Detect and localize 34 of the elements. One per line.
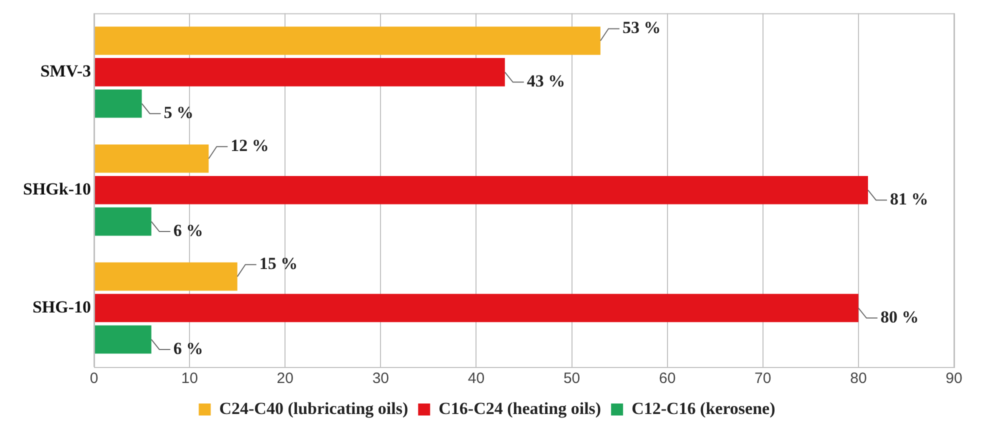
- legend-label: C16-C24 (heating oils): [438, 398, 602, 418]
- x-tick-label: 70: [754, 370, 772, 388]
- bar: [94, 26, 600, 55]
- data-label: 6 %: [173, 220, 204, 240]
- data-label: 53 %: [622, 18, 661, 38]
- y-tick-label: SMV-3: [40, 62, 92, 81]
- bar: [94, 262, 238, 291]
- x-tick-label: 10: [181, 370, 198, 388]
- bar: [94, 58, 505, 86]
- x-tick-label: 50: [563, 370, 580, 388]
- bar: [94, 294, 858, 322]
- data-label: 12 %: [230, 136, 269, 156]
- x-tick-label: 20: [276, 370, 294, 388]
- bar: [94, 207, 152, 236]
- y-tick-label: SHG-10: [32, 297, 92, 316]
- bar: [94, 144, 209, 173]
- legend-label: C24-C40 (lubricating oils): [219, 398, 408, 418]
- x-tick-label: 0: [90, 370, 98, 388]
- x-tick-label: 40: [468, 370, 485, 388]
- data-label: 81 %: [890, 189, 928, 208]
- data-label: 80 %: [880, 307, 919, 326]
- legend-label: C12-C16 (kerosene): [632, 398, 776, 418]
- data-label: 6 %: [173, 338, 204, 358]
- bar: [94, 176, 868, 204]
- data-label: 15 %: [259, 254, 298, 273]
- x-tick-label: 80: [850, 370, 867, 388]
- data-label: 5 %: [164, 103, 194, 122]
- bar: [94, 89, 142, 118]
- x-tick-label: 60: [658, 370, 676, 388]
- x-tick-label: 30: [372, 370, 390, 388]
- data-label: 43 %: [526, 72, 566, 91]
- x-tick-label: 90: [946, 370, 962, 388]
- y-tick-label: SHGk-10: [22, 179, 92, 198]
- bar: [94, 325, 152, 354]
